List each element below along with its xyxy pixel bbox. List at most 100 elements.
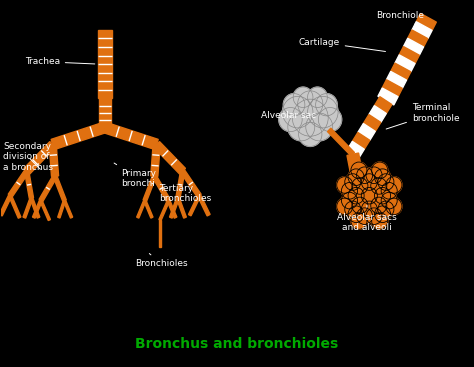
Text: Secondary
division of
a bronchus: Secondary division of a bronchus: [3, 142, 53, 172]
Polygon shape: [0, 195, 12, 216]
Circle shape: [374, 169, 391, 185]
Circle shape: [378, 201, 394, 218]
Polygon shape: [181, 170, 201, 197]
Polygon shape: [189, 195, 201, 216]
Polygon shape: [8, 170, 28, 197]
Polygon shape: [40, 200, 50, 221]
Polygon shape: [30, 197, 40, 218]
Polygon shape: [347, 141, 365, 158]
Circle shape: [288, 113, 315, 141]
Circle shape: [345, 201, 361, 218]
Polygon shape: [51, 122, 106, 150]
Circle shape: [356, 167, 373, 184]
Circle shape: [283, 97, 313, 128]
Circle shape: [293, 87, 313, 108]
Polygon shape: [369, 106, 386, 123]
Circle shape: [306, 113, 333, 141]
Text: Terminal
bronchiole: Terminal bronchiole: [386, 103, 459, 129]
Circle shape: [366, 167, 382, 184]
Polygon shape: [198, 195, 210, 216]
Text: Bronchus and bronchioles: Bronchus and bronchioles: [136, 337, 338, 351]
Polygon shape: [23, 197, 33, 218]
Circle shape: [308, 87, 328, 108]
Polygon shape: [416, 14, 437, 30]
Circle shape: [366, 208, 382, 225]
Polygon shape: [53, 175, 66, 201]
Polygon shape: [98, 30, 112, 98]
Polygon shape: [154, 142, 185, 174]
Circle shape: [381, 182, 397, 199]
Circle shape: [386, 177, 402, 193]
Polygon shape: [364, 115, 381, 131]
Circle shape: [374, 206, 391, 222]
Circle shape: [372, 213, 388, 229]
Polygon shape: [25, 171, 34, 199]
Circle shape: [372, 162, 388, 179]
Polygon shape: [159, 200, 170, 221]
Circle shape: [386, 198, 402, 215]
Circle shape: [292, 99, 328, 136]
Circle shape: [337, 177, 353, 193]
Circle shape: [371, 197, 387, 214]
Polygon shape: [58, 200, 65, 218]
Polygon shape: [386, 72, 407, 88]
Polygon shape: [64, 200, 73, 218]
Polygon shape: [151, 144, 160, 177]
Text: Bronchioles: Bronchioles: [136, 254, 188, 268]
Polygon shape: [153, 175, 170, 202]
Circle shape: [351, 162, 367, 179]
Circle shape: [279, 108, 302, 132]
Polygon shape: [391, 63, 411, 80]
Circle shape: [337, 198, 353, 215]
Circle shape: [283, 94, 305, 116]
Polygon shape: [99, 98, 111, 127]
Circle shape: [374, 188, 391, 204]
Polygon shape: [49, 144, 59, 177]
Circle shape: [341, 192, 357, 209]
Circle shape: [378, 174, 394, 190]
Circle shape: [361, 201, 377, 218]
Polygon shape: [143, 175, 156, 201]
Circle shape: [316, 94, 337, 116]
Polygon shape: [358, 124, 375, 140]
Circle shape: [381, 192, 397, 209]
Circle shape: [319, 108, 342, 132]
Circle shape: [348, 169, 364, 185]
Polygon shape: [382, 80, 402, 97]
Polygon shape: [9, 195, 21, 218]
Text: Bronchiole: Bronchiole: [376, 11, 424, 25]
Circle shape: [356, 208, 373, 225]
Polygon shape: [33, 200, 42, 218]
Circle shape: [341, 182, 357, 199]
Polygon shape: [167, 200, 177, 218]
Text: Primary
bronchi: Primary bronchi: [114, 163, 156, 188]
Polygon shape: [177, 197, 186, 218]
Polygon shape: [378, 88, 398, 105]
Text: Alveolar sac: Alveolar sac: [261, 111, 316, 120]
Polygon shape: [137, 200, 146, 218]
Text: Cartilage: Cartilage: [299, 38, 385, 51]
Circle shape: [308, 97, 338, 128]
Polygon shape: [24, 142, 55, 174]
Polygon shape: [39, 175, 57, 202]
Circle shape: [298, 91, 323, 117]
Polygon shape: [176, 171, 185, 199]
Polygon shape: [347, 153, 365, 192]
Polygon shape: [408, 30, 428, 47]
Circle shape: [371, 178, 387, 194]
Text: Alveolar sacs
and alveoli: Alveolar sacs and alveoli: [337, 206, 397, 232]
Polygon shape: [328, 128, 355, 156]
Circle shape: [348, 188, 364, 204]
Circle shape: [345, 174, 361, 190]
Circle shape: [299, 122, 322, 146]
Polygon shape: [403, 38, 424, 55]
Circle shape: [351, 213, 367, 229]
Text: Tertiary
bronchioles: Tertiary bronchioles: [152, 184, 211, 203]
Circle shape: [361, 174, 377, 190]
Polygon shape: [159, 220, 161, 247]
Circle shape: [352, 197, 368, 214]
Polygon shape: [352, 132, 370, 149]
Circle shape: [361, 188, 377, 204]
Polygon shape: [412, 22, 432, 39]
Circle shape: [352, 178, 368, 194]
